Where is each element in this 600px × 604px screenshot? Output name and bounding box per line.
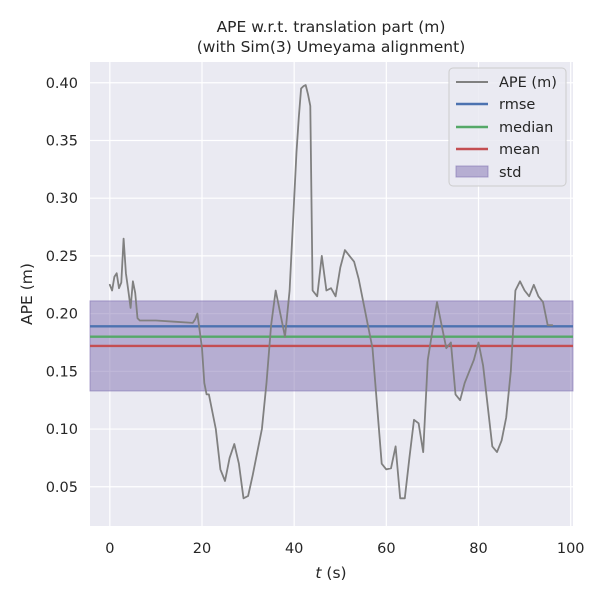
x-tick-label: 60	[377, 541, 395, 557]
x-axis-label-var: t	[315, 564, 322, 582]
y-tick-labels: 0.05 0.10 0.15 0.20 0.25 0.30 0.35 0.40	[46, 76, 78, 496]
series-layer	[108, 84, 554, 500]
y-tick-label: 0.35	[46, 133, 78, 149]
y-tick-label: 0.25	[46, 249, 78, 265]
legend-label-median: median	[499, 120, 553, 136]
y-tick-label: 0.05	[46, 480, 78, 496]
chart-title-line2: (with Sim(3) Umeyama alignment)	[197, 38, 466, 56]
legend: APE (m) rmse median mean std	[448, 67, 567, 187]
y-tick-label: 0.40	[46, 76, 78, 92]
x-axis-label-unit: (s)	[321, 564, 346, 582]
x-tick-label: 40	[285, 541, 303, 557]
legend-label-std: std	[499, 165, 521, 181]
legend-label-rmse: rmse	[499, 97, 535, 113]
y-tick-label: 0.30	[46, 191, 78, 207]
y-axis-label: APE (m)	[18, 263, 36, 325]
x-tick-label: 80	[469, 541, 487, 557]
legend-label-ape: APE (m)	[499, 75, 557, 91]
chart-title-line1: APE w.r.t. translation part (m)	[217, 18, 446, 36]
stat-lines-layer	[90, 325, 573, 348]
y-tick-label: 0.10	[46, 422, 78, 438]
legend-label-mean: mean	[499, 142, 540, 158]
y-tick-label: 0.20	[46, 307, 78, 323]
y-tick-label: 0.15	[46, 364, 78, 380]
legend-box	[448, 67, 567, 187]
x-tick-labels: 0 20 40 60 80 100	[105, 541, 584, 557]
x-tick-label: 100	[557, 541, 585, 557]
x-tick-label: 0	[105, 541, 114, 557]
x-axis-label: t (s)	[315, 564, 346, 582]
ape-series-line	[108, 84, 554, 500]
x-tick-label: 20	[193, 541, 211, 557]
legend-swatch-std	[455, 165, 489, 178]
